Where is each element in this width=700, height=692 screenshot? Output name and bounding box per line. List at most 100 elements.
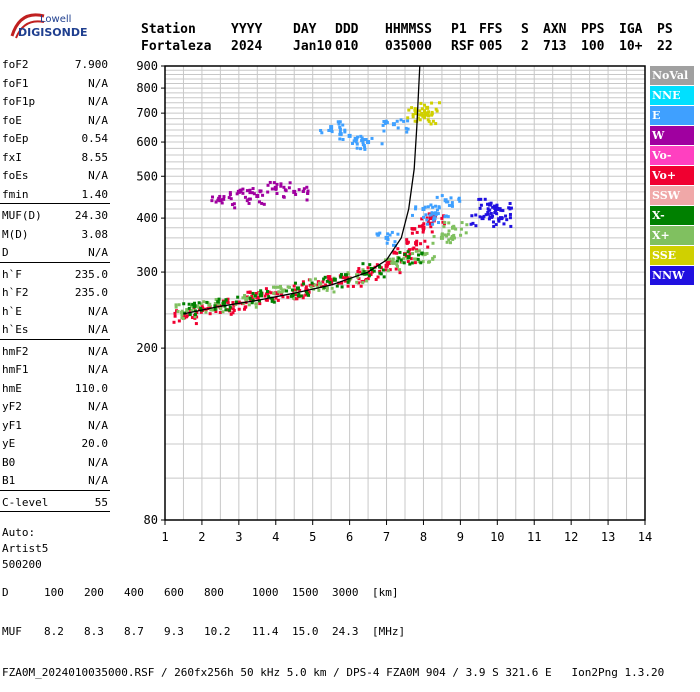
data-point-cluster	[415, 239, 419, 243]
data-point-cluster	[419, 101, 423, 105]
data-point-cluster	[393, 250, 397, 254]
legend-item: W	[650, 126, 694, 145]
data-point-cluster	[321, 280, 325, 284]
data-point-cluster	[317, 288, 321, 292]
param-row: yF2 N/A	[2, 400, 108, 414]
data-point-cluster	[412, 246, 416, 250]
data-point-cluster	[386, 238, 390, 242]
data-point-cluster	[423, 239, 427, 243]
data-point-cluster	[507, 206, 511, 210]
data-point-cluster	[261, 193, 265, 197]
data-point-cluster	[325, 286, 329, 290]
param-name: hmF1	[2, 363, 29, 376]
data-point-cluster	[386, 232, 390, 236]
data-point-cluster	[228, 305, 232, 309]
legend-item: X+	[650, 226, 694, 245]
data-point-cluster	[229, 312, 233, 316]
data-point-cluster	[402, 256, 406, 260]
data-point-cluster	[399, 258, 403, 262]
data-point-cluster	[445, 234, 449, 238]
param-value: N/A	[88, 169, 108, 182]
footer-value: 10.2	[204, 625, 231, 638]
data-point-cluster	[292, 284, 296, 288]
data-point-cluster	[385, 241, 389, 245]
data-point-cluster	[474, 213, 478, 217]
x-tick-label: 1	[161, 530, 168, 544]
data-point-cluster	[221, 303, 225, 307]
data-point-cluster	[488, 215, 492, 219]
data-point-cluster	[209, 308, 213, 312]
data-point-cluster	[417, 253, 421, 257]
data-point-cluster	[421, 228, 425, 232]
param-name: fxI	[2, 150, 22, 164]
data-point-cluster	[378, 231, 382, 235]
data-point	[236, 189, 241, 194]
data-point-cluster	[416, 257, 420, 261]
footer-row-label: D	[2, 586, 9, 599]
data-point-cluster	[337, 281, 341, 285]
data-point-cluster	[346, 284, 350, 288]
data-point-cluster	[445, 240, 449, 244]
data-point-cluster	[245, 199, 249, 203]
y-tick-label: 400	[136, 211, 158, 225]
data-point-cluster	[229, 197, 233, 201]
data-point-cluster	[218, 194, 222, 198]
param-value: N/A	[88, 76, 108, 90]
data-point-cluster	[430, 230, 434, 234]
data-point-cluster	[414, 205, 418, 209]
param-name: yF2	[2, 400, 22, 413]
data-point-cluster	[222, 195, 226, 199]
data-point-cluster	[355, 280, 359, 284]
param-value: N/A	[88, 363, 108, 376]
data-point-cluster	[339, 275, 343, 279]
data-point-cluster	[173, 311, 177, 315]
footer-value: 100	[44, 586, 64, 599]
data-point-cluster	[214, 200, 218, 204]
data-point-cluster	[250, 301, 254, 305]
auto-info: Auto: Artist5 500200	[2, 525, 48, 573]
data-point-cluster	[282, 185, 286, 189]
data-point-cluster	[193, 312, 197, 316]
data-point-cluster	[280, 290, 284, 294]
data-point-cluster	[351, 141, 355, 145]
data-point-cluster	[343, 279, 347, 283]
param-value: 20.0	[81, 437, 109, 450]
data-point-cluster	[420, 217, 424, 221]
header-value: 100	[581, 39, 605, 54]
data-point-cluster	[296, 294, 300, 298]
data-point-cluster	[330, 128, 334, 132]
data-point-cluster	[474, 224, 478, 228]
data-point-cluster	[431, 214, 435, 218]
data-point	[332, 277, 337, 282]
data-point-cluster	[301, 280, 305, 284]
data-point-cluster	[262, 202, 266, 206]
data-point-cluster	[219, 198, 223, 202]
data-point-cluster	[442, 225, 446, 229]
data-point-cluster	[338, 137, 342, 141]
data-point	[406, 255, 411, 260]
data-point-cluster	[486, 212, 490, 216]
data-point-cluster	[362, 143, 366, 147]
data-point-cluster	[382, 119, 386, 123]
data-point	[480, 216, 485, 221]
data-point	[432, 216, 437, 221]
data-point-cluster	[486, 210, 490, 214]
param-value: N/A	[88, 418, 108, 432]
data-point-cluster	[388, 233, 392, 237]
data-point-cluster	[398, 268, 402, 272]
logo-text-digisonde: DIGISONDE	[18, 26, 88, 39]
x-tick-label: 8	[420, 530, 427, 544]
y-tick-label: 800	[136, 81, 158, 95]
data-point-cluster	[351, 284, 355, 288]
data-point-cluster	[341, 123, 345, 127]
data-point-cluster	[405, 130, 409, 134]
data-point-cluster	[251, 291, 255, 295]
data-point-cluster	[227, 308, 231, 312]
data-point-cluster	[214, 297, 218, 301]
auto-line: Auto:	[2, 526, 36, 539]
data-point-cluster	[190, 308, 194, 312]
data-point-cluster	[211, 195, 215, 199]
param-row: fmin 1.40	[2, 188, 108, 202]
data-point-cluster	[413, 108, 417, 112]
logo-text-lowell: Lowell	[40, 14, 72, 25]
